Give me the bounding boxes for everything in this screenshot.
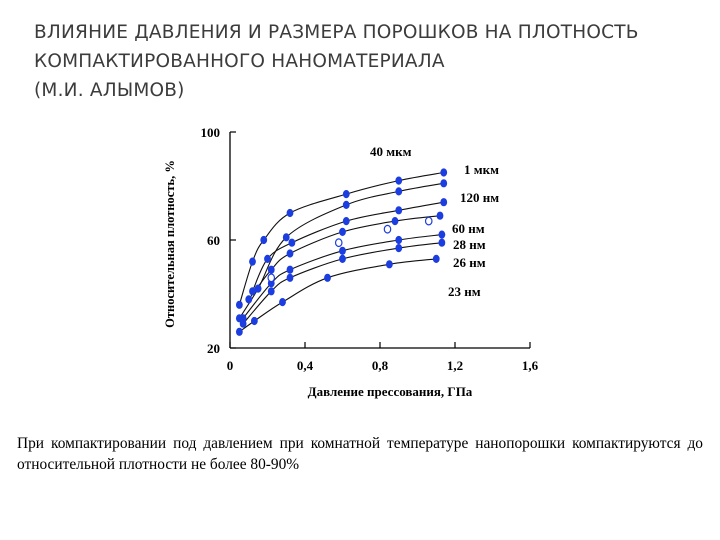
data-point (288, 238, 296, 247)
series-label: 40 мкм (370, 144, 412, 159)
data-point (385, 260, 393, 269)
series-label: 28 нм (453, 237, 486, 252)
x-tick-label: 0,4 (297, 358, 314, 373)
x-tick-label: 0,8 (372, 358, 389, 373)
data-point (440, 179, 448, 188)
data-point (245, 295, 253, 304)
data-point (267, 265, 275, 274)
data-point (249, 257, 256, 266)
data-point (395, 187, 403, 196)
data-point (395, 244, 403, 253)
slide-title-line-1: ВЛИЯНИЕ ДАВЛЕНИЯ И РАЗМЕРА ПОРОШКОВ НА П… (34, 22, 639, 43)
data-point (239, 319, 247, 328)
y-axis-label: Относительная плотность, % (163, 160, 177, 328)
series-label: 60 нм (452, 221, 485, 236)
x-tick-label: 1,6 (522, 358, 539, 373)
data-point (395, 176, 403, 185)
data-point (260, 235, 268, 245)
y-tick-label: 20 (207, 341, 220, 356)
data-point (286, 208, 294, 218)
data-point (286, 249, 294, 258)
x-axis-label: Давление прессования, ГПа (308, 384, 473, 399)
series-label: 120 нм (460, 190, 499, 205)
data-point (395, 235, 403, 245)
slide-title-line-3: (М.И. АЛЫМОВ) (34, 80, 185, 101)
series-label: 23 нм (448, 284, 481, 299)
open-data-point (334, 238, 343, 248)
data-point (254, 284, 262, 293)
y-tick-label: 60 (207, 233, 220, 248)
data-point (391, 217, 399, 226)
data-point (250, 316, 258, 326)
data-point (432, 254, 440, 263)
data-point (235, 300, 243, 309)
slide-title-line-2: КОМПАКТИРОВАННОГО НАНОМАТЕРИАЛА (34, 51, 445, 72)
data-point (286, 273, 294, 282)
data-point (249, 287, 256, 296)
y-tick-label: 100 (201, 125, 221, 140)
open-data-point (424, 216, 433, 226)
data-point (438, 238, 446, 247)
density-chart: 20 60 100 0 0,4 0,8 1,2 1,6 Давление прессования… (163, 125, 539, 399)
open-data-point (383, 224, 392, 234)
data-point (264, 254, 271, 263)
data-point (436, 211, 444, 220)
data-point (438, 230, 446, 239)
data-point (267, 287, 275, 296)
data-point (282, 233, 290, 242)
chart-axes: 20 60 100 0 0,4 0,8 1,2 1,6 Давление прессования… (163, 125, 539, 399)
data-point (339, 227, 346, 236)
slide-caption: При компактировании под давлением при ко… (17, 435, 703, 473)
x-tick-label: 0 (227, 358, 234, 373)
data-point (286, 265, 294, 274)
slide-title: ВЛИЯНИЕ ДАВЛЕНИЯ И РАЗМЕРА ПОРОШКОВ НА П… (34, 18, 704, 105)
data-point (342, 217, 350, 226)
series-curve (252, 201, 444, 292)
series-label: 26 нм (453, 255, 486, 270)
data-point (339, 246, 346, 255)
data-point (342, 190, 350, 199)
data-point (235, 327, 243, 336)
x-tick-label: 1,2 (447, 358, 463, 373)
open-data-point (267, 273, 276, 283)
data-point (395, 206, 403, 215)
data-point (440, 198, 448, 207)
data-point (279, 298, 286, 307)
data-point (342, 200, 350, 209)
data-point (440, 168, 448, 177)
data-point (339, 254, 346, 263)
series-label: 1 мкм (464, 162, 499, 177)
data-point (324, 273, 331, 282)
chart-markers (235, 168, 448, 336)
